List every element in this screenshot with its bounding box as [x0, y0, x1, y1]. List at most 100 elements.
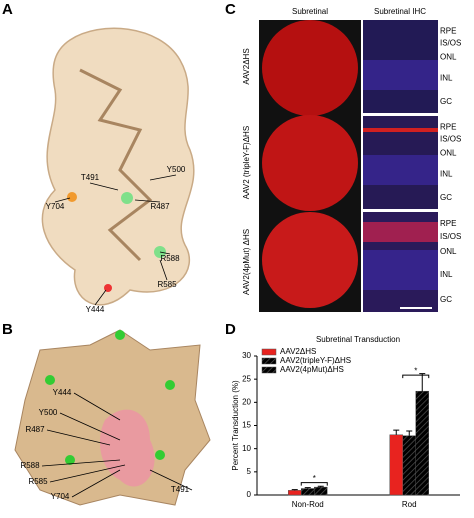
legend-label: AAV2ΔHS: [280, 347, 316, 356]
error-bar: [291, 489, 298, 491]
layer-label: GC: [440, 97, 452, 106]
row-label: AAV2ΔHS: [242, 48, 251, 84]
column-header: Subretinal: [292, 7, 328, 16]
residue: [165, 380, 175, 390]
residue-label: Y704: [51, 492, 70, 501]
ihc-layer: [363, 222, 438, 242]
y-axis-label: Percent Transduction (%): [231, 380, 240, 471]
chart-frame: [256, 356, 460, 496]
significance-bracket: [300, 482, 328, 486]
panel-letter: D: [225, 321, 236, 338]
layer-label: GC: [440, 193, 452, 202]
pointer: [149, 174, 177, 181]
legend-swatch: [261, 366, 277, 374]
legend-label: AAV2(4pMut)ΔHS: [280, 365, 344, 374]
y-tick-label: 20: [242, 397, 251, 406]
significance-mark: *: [313, 474, 316, 483]
legend-swatch: [261, 348, 277, 356]
layer-label: IS/OS: [440, 134, 461, 143]
residue: [65, 455, 75, 465]
column-header: Subretinal IHC: [374, 7, 426, 16]
residue-label: Y444: [86, 305, 105, 314]
x-tick-label: Non-Rod: [292, 500, 324, 509]
bar: [402, 435, 416, 496]
residue-label: T491: [81, 173, 100, 182]
ihc-layer: [363, 155, 438, 185]
pointer: [73, 392, 121, 421]
residue-label: Y704: [46, 202, 65, 211]
y-tick-label: 25: [242, 374, 251, 383]
residue-label: T491: [171, 485, 190, 494]
layer-label: INL: [440, 170, 453, 179]
layer-label: RPE: [440, 26, 456, 35]
layer-label: RPE: [440, 219, 456, 228]
panel-letter: C: [225, 1, 236, 18]
error-bar: [419, 373, 426, 392]
error-bar: [406, 430, 413, 436]
residue-label: R487: [150, 202, 170, 211]
residue-label: R588: [160, 254, 180, 263]
y-tick-label: 0: [247, 490, 252, 499]
pointer: [89, 182, 119, 191]
residue: [121, 192, 133, 204]
pointer: [49, 464, 126, 483]
ihc-layer: [363, 250, 438, 290]
pointer: [134, 199, 161, 203]
layer-label: ONL: [440, 148, 457, 157]
significance-mark: *: [414, 366, 417, 375]
ihc-layer: [363, 128, 438, 132]
row-label: AAV2(4pMut) ΔHS: [242, 229, 251, 295]
residue: [155, 450, 165, 460]
layer-label: ONL: [440, 52, 457, 61]
layer-label: RPE: [440, 122, 456, 131]
pointer: [94, 289, 107, 306]
residue-label: R588: [20, 461, 40, 470]
layer-label: INL: [440, 270, 453, 279]
ihc-layer: [363, 60, 438, 90]
residue-label: R585: [157, 280, 177, 289]
fundus-image: [262, 212, 358, 308]
bar: [389, 434, 403, 496]
pointer: [54, 197, 71, 203]
layer-label: IS/OS: [440, 232, 461, 241]
retina-images: [259, 20, 438, 312]
pointer: [149, 469, 193, 491]
ribbon: [79, 68, 153, 262]
residue-label: Y444: [53, 388, 72, 397]
x-tick-label: Rod: [402, 500, 417, 509]
pointer: [59, 412, 121, 441]
pointer: [159, 259, 168, 281]
residue-label: Y500: [167, 165, 186, 174]
y-tick-label: 30: [242, 351, 251, 360]
layer-label: IS/OS: [440, 38, 461, 47]
chart-title: Subretinal Transduction: [316, 335, 400, 344]
bar: [301, 488, 315, 496]
pointer: [41, 459, 121, 467]
residue-label: Y500: [39, 408, 58, 417]
fundus-image: [262, 20, 358, 116]
bar: [314, 486, 328, 496]
panel-letter: B: [2, 321, 13, 338]
residue: [45, 375, 55, 385]
layer-label: ONL: [440, 247, 457, 256]
legend-swatch: [261, 357, 277, 365]
bar: [288, 490, 302, 496]
capsid-surface: [14, 329, 211, 506]
residue-label: R487: [25, 425, 45, 434]
layer-label: INL: [440, 74, 453, 83]
row-label: AAV2 (tripleY-F)ΔHS: [242, 126, 251, 199]
legend-label: AAV2(tripleY-F)ΔHS: [280, 356, 351, 365]
fundus-image: [262, 115, 358, 211]
y-tick-label: 5: [247, 467, 252, 476]
error-bar: [393, 429, 400, 435]
pointer: [71, 469, 121, 498]
significance-bracket: [402, 374, 430, 379]
error-bar: [304, 487, 311, 489]
panel-letter: A: [2, 1, 13, 18]
protein-surface: [41, 27, 195, 306]
pointer: [46, 429, 111, 446]
error-bar: [317, 485, 324, 488]
y-tick-label: 10: [242, 444, 251, 453]
protein-ribbon: [41, 27, 195, 306]
